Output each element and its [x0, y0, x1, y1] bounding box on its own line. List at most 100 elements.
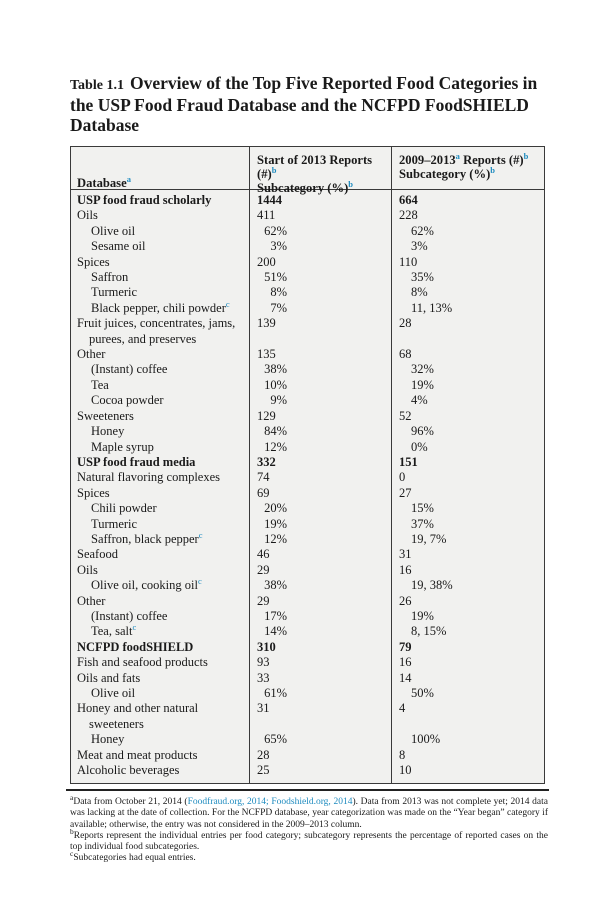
- row-label: Natural flavoring complexes: [77, 470, 221, 485]
- reports-2013-value: 129: [257, 408, 276, 423]
- header-2009-2013: 2009–2013a Reports (#)b Subcategory (%)b: [391, 147, 546, 195]
- reports-2009-2013-value: 27: [399, 485, 412, 500]
- reports-2013-value: 93: [257, 655, 270, 670]
- reports-2013-value: 17%: [264, 608, 287, 623]
- table-row: Natural flavoring complexes 74 0: [71, 470, 544, 485]
- reports-2013-value: 25: [257, 763, 270, 778]
- table-header-row: Databasea Start of 2013 Reports (#)b Sub…: [71, 147, 544, 195]
- reports-2013-value: 28: [257, 747, 270, 762]
- table-row: Olive oil 62% 62%: [71, 224, 544, 239]
- table-row: Alcoholic beverages 25 10: [71, 763, 544, 778]
- row-label: (Instant) coffee: [91, 608, 168, 623]
- header-2009-2013-line1: 2009–2013a Reports (#)b: [399, 150, 529, 167]
- table-row: Tea, saltc 14% 8, 15%: [71, 622, 544, 639]
- reports-2009-2013-value: 8, 15%: [411, 624, 447, 639]
- table-row: NCFPD foodSHIELD 310 79: [71, 640, 544, 655]
- reports-2009-2013-value: 151: [399, 454, 418, 469]
- reports-2013-value: 3%: [270, 239, 287, 254]
- reports-2009-2013-value: 68: [399, 347, 412, 362]
- table-row: Olive oil 61% 50%: [71, 686, 544, 701]
- row-label: Sweeteners: [77, 408, 134, 423]
- table-row: Honey 65% 100%: [71, 732, 544, 747]
- row-label: Tea, saltc: [91, 622, 137, 639]
- table-row: Saffron 51% 35%: [71, 270, 544, 285]
- header-start-of-2013: Start of 2013 Reports (#)b Subcategory (…: [249, 147, 391, 195]
- row-label: Meat and meat products: [77, 747, 198, 762]
- table-row: (Instant) coffee 38% 32%: [71, 362, 544, 377]
- reports-2009-2013-value: 31: [399, 547, 412, 562]
- footnote: cSubcategories had equal entries.: [70, 849, 196, 864]
- table-row: Chili powder 20% 15%: [71, 501, 544, 516]
- table-row: Other 135 68: [71, 347, 544, 362]
- reports-2009-2013-value: 4: [399, 701, 406, 716]
- reports-2013-value: 38%: [264, 578, 287, 593]
- table-row: Oils 29 16: [71, 563, 544, 578]
- row-label: Fish and seafood products: [77, 655, 208, 670]
- reports-2013-value: 62%: [264, 223, 287, 238]
- table-row: Meat and meat products 28 8: [71, 748, 544, 763]
- table-body: USP food fraud scholarly 1444 664 Oils 411 22…: [71, 190, 544, 783]
- table-row: Sweeteners 129 52: [71, 409, 544, 424]
- reports-2009-2013-value: 8%: [411, 285, 428, 300]
- reports-2013-value: 46: [257, 547, 270, 562]
- row-label: Honey: [91, 424, 125, 439]
- row-label: Black pepper, chili powderc: [91, 298, 230, 315]
- row-label: Olive oil: [91, 223, 136, 238]
- reports-2013-value: 8%: [270, 285, 287, 300]
- reports-2013-value: 12%: [264, 439, 287, 454]
- row-label: Oils: [77, 562, 98, 577]
- reports-2009-2013-value: 10: [399, 763, 412, 778]
- reports-2013-value: 12%: [264, 531, 287, 546]
- footnote: aData from October 21, 2014 (Foodfraud.o…: [70, 792, 548, 830]
- reports-2013-value: 310: [257, 639, 276, 654]
- table-row: Maple syrup 12% 0%: [71, 440, 544, 455]
- row-label: Spices: [77, 254, 110, 269]
- table-row: Cocoa powder 9% 4%: [71, 393, 544, 408]
- reports-2009-2013-value: 4%: [411, 393, 428, 408]
- row-label: Saffron: [91, 270, 129, 285]
- reports-2013-value: 38%: [264, 362, 287, 377]
- reports-2009-2013-value: 0%: [411, 439, 428, 454]
- row-label: Alcoholic beverages: [77, 763, 180, 778]
- table-row: Spices 200 110: [71, 255, 544, 270]
- table-row: Olive oil, cooking oilc 38% 19, 38%: [71, 577, 544, 593]
- reports-2013-value: 19%: [264, 516, 287, 531]
- reports-2013-value: 69: [257, 485, 270, 500]
- reports-2009-2013-value: 19, 38%: [411, 578, 453, 593]
- row-label: Maple syrup: [91, 439, 154, 454]
- row-label: Sesame oil: [91, 239, 146, 254]
- reports-2009-2013-value: 3%: [411, 239, 428, 254]
- reports-2009-2013-value: 16: [399, 655, 412, 670]
- table-row: Spices 69 27: [71, 486, 544, 501]
- reports-2009-2013-value: 11, 13%: [411, 300, 453, 315]
- reports-2009-2013-value: 52: [399, 408, 412, 423]
- reports-2009-2013-value: 0: [399, 470, 406, 485]
- row-label: Cocoa powder: [91, 393, 164, 408]
- data-table: Databasea Start of 2013 Reports (#)b Sub…: [70, 146, 545, 785]
- reports-2009-2013-value: 110: [399, 254, 418, 269]
- reports-2009-2013-value: 50%: [411, 686, 434, 700]
- row-label: Other: [77, 593, 106, 608]
- row-label: Oils and fats: [77, 670, 141, 685]
- reports-2009-2013-value: 79: [399, 639, 412, 654]
- table-row: Turmeric 19% 37%: [71, 517, 544, 532]
- reports-2013-value: 1444: [257, 193, 282, 207]
- row-label: Spices: [77, 485, 110, 500]
- table-row: USP food fraud scholarly 1444 664: [71, 193, 544, 208]
- reports-2013-value: 10%: [264, 377, 287, 392]
- row-label: (Instant) coffee: [91, 362, 168, 377]
- table-bottom-rule: [66, 789, 549, 791]
- header-2009-2013-line2: Subcategory (%)b: [399, 164, 496, 181]
- reports-2009-2013-value: 664: [399, 193, 418, 207]
- table-row: Oils 411 228: [71, 208, 544, 223]
- row-label: Olive oil: [91, 686, 136, 700]
- table-title-text: Overview of the Top Five Reported Food C…: [70, 73, 538, 135]
- table-row: Saffron, black pepperc 12% 19, 7%: [71, 531, 544, 547]
- row-label: Oils: [77, 208, 98, 223]
- reports-2013-value: 14%: [264, 624, 287, 639]
- table-row: Fruit juices, concentrates, jams, purees…: [71, 316, 544, 347]
- header-database: Databasea: [71, 147, 249, 195]
- table-row: Oils and fats 33 14: [71, 671, 544, 686]
- row-label: Chili powder: [91, 501, 157, 516]
- citation-link[interactable]: Foodfraud.org, 2014; Foodshield.org, 201…: [187, 797, 353, 807]
